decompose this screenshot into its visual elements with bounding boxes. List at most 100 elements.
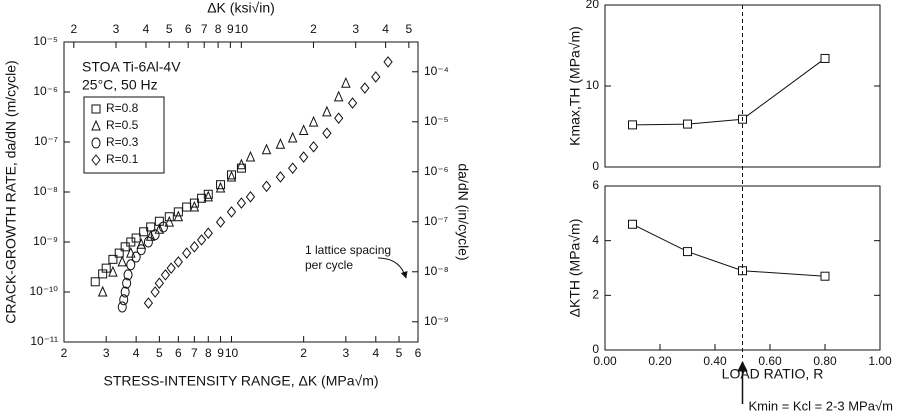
marker-diamond	[245, 191, 256, 203]
marker-triangle	[126, 246, 136, 258]
marker-triangle	[341, 76, 351, 88]
marker-square	[139, 227, 149, 237]
marker-diamond	[347, 97, 358, 109]
marker-diamond	[215, 216, 226, 228]
marker-circle	[158, 221, 168, 233]
marker-triangle	[215, 181, 226, 193]
y-tick-label: 20	[586, 0, 600, 11]
x2-tick-label: 5	[405, 22, 412, 36]
marker-circle	[150, 229, 160, 241]
marker-square	[131, 233, 141, 243]
marker-triangle	[308, 115, 319, 127]
marker-circle	[136, 244, 146, 256]
marker-triangle	[322, 105, 332, 117]
marker-square	[216, 180, 226, 190]
note: 1 lattice spacing	[305, 243, 391, 257]
x-tick-label: 3	[103, 346, 110, 360]
y-tick-label: 10⁻⁸	[33, 184, 58, 198]
x-tick-label: 4	[372, 346, 379, 360]
marker-square	[164, 212, 174, 222]
marker-diamond	[196, 234, 207, 246]
x-tick-label: 0.40	[703, 354, 727, 368]
note-arrow	[377, 257, 408, 279]
x-tick-label: 2	[61, 346, 68, 360]
marker-diamond	[261, 180, 272, 193]
x-tick-label: 2	[300, 346, 307, 360]
marker-diamond	[322, 127, 332, 139]
marker-triangle	[136, 238, 146, 249]
y-tick-label: 10⁻¹⁰	[30, 284, 59, 298]
marker-square	[820, 53, 830, 63]
marker-triangle	[173, 210, 184, 222]
marker-triangle	[117, 255, 128, 267]
marker-diamond	[383, 56, 393, 68]
marker-triangle	[333, 90, 344, 102]
y2-tick-label: 10⁻⁵	[424, 114, 449, 128]
x-tick-label: 0.80	[813, 354, 837, 368]
x2-tick-label: 10	[235, 22, 249, 36]
x-tick-label: 6	[175, 346, 182, 360]
x-tick-label: 0.00	[593, 354, 617, 368]
x-tick-label: 0.20	[648, 354, 672, 368]
marker-triangle	[164, 215, 175, 227]
y2-tick-label: 10⁻⁷	[424, 214, 448, 228]
marker-triangle	[236, 158, 247, 170]
marker-square	[189, 198, 199, 208]
x-tick-label: 10	[225, 346, 239, 360]
annotation: 25°C, 50 Hz	[82, 77, 158, 93]
y-tick-label: 2	[592, 288, 599, 302]
y2-tick-label: 10⁻⁴	[424, 64, 449, 78]
y-tick-label: 10⁻¹¹	[30, 334, 58, 348]
marker-diamond	[166, 262, 176, 274]
y-axis-title: ΔKTH (MPa√m)	[567, 219, 583, 318]
marker-square	[114, 248, 124, 258]
x2-tick-label: 2	[70, 22, 77, 36]
x-tick-label: 7	[191, 346, 198, 360]
x2-tick-label: 3	[113, 22, 120, 36]
marker-triangle	[261, 143, 272, 155]
marker-diamond	[154, 277, 165, 289]
marker-square	[683, 119, 692, 129]
marker-diamond	[371, 71, 381, 83]
annotation: STOA Ti-6Al-4V	[82, 59, 181, 75]
marker-square	[90, 277, 100, 287]
x-tick-label: 5	[156, 346, 163, 360]
y-tick-label: 10⁻⁹	[33, 234, 58, 248]
y2-tick-label: 10⁻⁹	[424, 314, 449, 328]
legend-label: R=0.8	[106, 101, 139, 115]
y-tick-label: 6	[592, 178, 599, 192]
marker-square	[203, 189, 213, 199]
marker-triangle	[203, 190, 214, 202]
marker-triangle	[287, 131, 298, 143]
x-axis-title: STRESS-INTENSITY RANGE, ΔK (MPa√m)	[103, 373, 378, 389]
marker-diamond	[160, 269, 171, 281]
y2-tick-label: 10⁻⁶	[424, 164, 449, 178]
legend-label: R=0.5	[106, 118, 139, 132]
marker-diamond	[275, 171, 286, 183]
marker-diamond	[299, 151, 309, 163]
marker-triangle	[108, 265, 118, 277]
marker-circle	[131, 251, 141, 263]
x-tick-label: 3	[343, 346, 350, 360]
marker-diamond	[189, 241, 200, 253]
data-line	[632, 58, 826, 126]
marker-diamond	[182, 247, 192, 259]
x-tick-label: 1.00	[868, 354, 892, 368]
marker-diamond	[143, 297, 154, 309]
marker-square	[101, 263, 111, 273]
marker-triangle	[226, 170, 237, 182]
marker-square	[182, 202, 192, 212]
marker-triangle	[145, 230, 156, 241]
x2-tick-label: 3	[352, 22, 359, 36]
marker-diamond	[236, 197, 247, 209]
legend-marker	[91, 154, 101, 166]
marker-square	[173, 207, 183, 217]
marker-square	[820, 271, 830, 281]
marker-diamond	[334, 112, 344, 124]
y-tick-label: 10⁻⁷	[34, 134, 58, 148]
y-axis-title: CRACK-GROWTH RATE, da/dN (m/cycle)	[3, 60, 19, 323]
marker-square	[683, 247, 692, 257]
marker-square	[120, 242, 130, 252]
marker-diamond	[360, 82, 370, 94]
marker-circle	[143, 236, 153, 248]
